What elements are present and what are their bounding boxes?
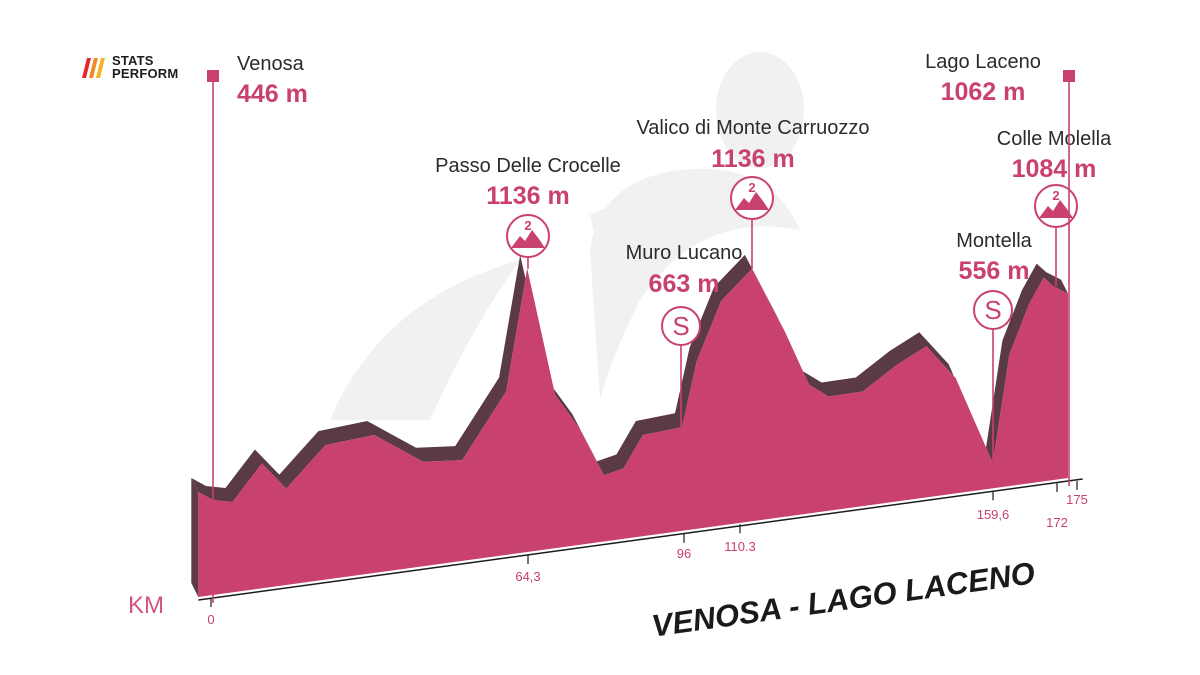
km-baseline [198, 478, 1083, 601]
km-tick-label: 64,3 [515, 569, 540, 584]
finish-flag-icon [1063, 70, 1075, 82]
waypoint-elevation: 1136 m [711, 145, 794, 173]
mountain-category-icon: 2 [506, 214, 550, 258]
km-axis: 0 64,3 96 110.3 159,6 172 175 [198, 478, 1088, 627]
logo-wordmark: STATS PERFORM [112, 54, 178, 80]
svg-text:S: S [984, 295, 1001, 325]
km-tick-label: 110.3 [724, 539, 756, 554]
waypoint-name: Valico di Monte Carruozzo [636, 117, 869, 139]
waypoint-name: Venosa [237, 53, 305, 75]
profile-ridge [191, 254, 1069, 502]
svg-text:2: 2 [748, 180, 755, 195]
stats-perform-logo: STATS PERFORM [82, 54, 178, 80]
sprint-icon: S [973, 290, 1013, 330]
waypoint-elevation: 663 m [649, 270, 720, 298]
start-flag-icon [207, 70, 219, 82]
waypoint-elevation: 1062 m [941, 78, 1026, 106]
waypoint-muro-lucano: S Muro Lucano 663 m [626, 242, 743, 428]
svg-text:2: 2 [524, 218, 531, 233]
waypoint-elevation: 446 m [237, 80, 308, 108]
waypoint-valico-di-monte-carruozzo: 2 Valico di Monte Carruozzo 1136 m [636, 117, 870, 269]
slash-stripes-icon [82, 58, 105, 78]
mountain-category-icon: 2 [730, 176, 774, 220]
logo-line-2: PERFORM [112, 66, 179, 81]
waypoint-markers: Venosa 446 m 2 Passo Delle Crocelle 1136 m S M… [207, 51, 1112, 603]
elevation-profile [191, 254, 1069, 597]
km-axis-label: KM [128, 592, 164, 619]
waypoint-name: Colle Molella [997, 128, 1112, 150]
profile-face [198, 268, 1069, 597]
waypoint-name: Passo Delle Crocelle [435, 155, 621, 177]
km-tick-label: 159,6 [977, 507, 1010, 522]
waypoint-colle-molella: 2 Colle Molella 1084 m [997, 128, 1112, 287]
watermark-cyclist-icon [330, 52, 804, 420]
waypoint-elevation: 1136 m [486, 182, 569, 210]
svg-text:2: 2 [1052, 188, 1059, 203]
waypoint-elevation: 556 m [959, 257, 1030, 285]
logo-line-1: STATS [112, 53, 154, 68]
waypoint-montella: S Montella 556 m [956, 230, 1033, 464]
waypoint-lago-laceno: Lago Laceno 1062 m [925, 51, 1075, 486]
profile-side [191, 478, 199, 597]
svg-text:S: S [672, 311, 689, 341]
waypoint-venosa: Venosa 446 m [207, 53, 308, 603]
mountain-category-icon: 2 [1034, 184, 1078, 228]
km-tick-label: 0 [207, 612, 214, 627]
waypoint-name: Montella [956, 230, 1032, 252]
waypoint-passo-delle-crocelle: 2 Passo Delle Crocelle 1136 m [435, 155, 621, 269]
stage-title: VENOSA - LAGO LACENO [649, 555, 1036, 643]
waypoint-name: Muro Lucano [626, 242, 743, 264]
sprint-icon: S [661, 306, 701, 346]
km-tick-label: 175 [1066, 492, 1088, 507]
waypoint-elevation: 1084 m [1012, 155, 1097, 183]
km-tick-label: 172 [1046, 515, 1068, 530]
waypoint-name: Lago Laceno [925, 51, 1041, 73]
km-tick-label: 96 [677, 546, 691, 561]
